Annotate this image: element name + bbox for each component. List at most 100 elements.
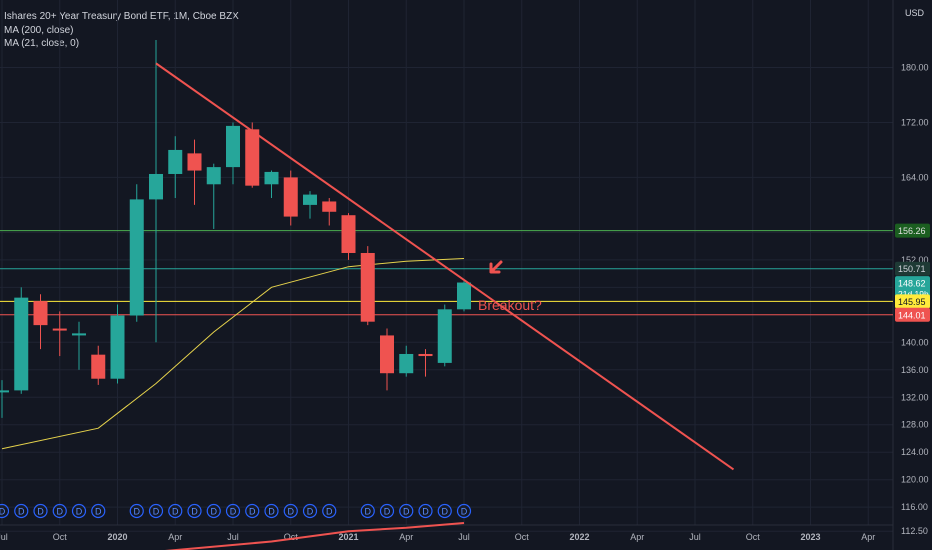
x-tick-label: Oct [746, 532, 761, 542]
candle-body [129, 199, 144, 316]
last-price-tag: 148.62 [898, 279, 926, 289]
candle-body [168, 149, 183, 174]
dividend-marker [245, 503, 260, 519]
candle-body [283, 177, 298, 217]
dividend-marker-label: D [442, 507, 449, 517]
level-tag: 144.01 [898, 310, 926, 320]
dividend-marker-label: D [230, 507, 237, 517]
dividend-marker-label: D [384, 507, 391, 517]
dividend-marker [322, 503, 337, 519]
dividend-marker [129, 503, 144, 519]
x-tick-label: Apr [861, 532, 875, 542]
x-tick-label: Jul [458, 532, 470, 542]
y-tick-label: 128.00 [901, 420, 929, 430]
dividend-marker-label: D [307, 507, 314, 517]
dividend-marker-label: D [172, 507, 179, 517]
dividend-marker-label: D [37, 507, 44, 517]
dividend-marker [33, 503, 48, 519]
legend-ma21[interactable]: MA (21, close, 0) [4, 38, 80, 49]
y-tick-label: 136.00 [901, 365, 929, 375]
dividend-marker [206, 503, 221, 519]
dividend-marker [379, 503, 395, 519]
resistance-trendline [155, 62, 735, 471]
arrow-icon [489, 260, 503, 274]
dividend-marker-label: D [461, 507, 468, 517]
candle-body [437, 309, 452, 363]
x-tick-label: Oct [515, 532, 530, 542]
dividend-marker [399, 503, 414, 519]
candle-body [187, 153, 202, 171]
dividend-marker [418, 503, 433, 519]
x-tick-label: 2023 [800, 532, 820, 542]
level-tag-bg [895, 294, 930, 309]
dividend-marker-label: D [134, 507, 141, 517]
level-tag-bg [895, 261, 930, 276]
dividend-marker-label: D [57, 507, 64, 517]
candle-body [52, 328, 67, 331]
dividend-marker-label: D [422, 507, 429, 517]
y-tick-label: 132.00 [901, 392, 929, 402]
dividend-marker-label: D [211, 507, 218, 517]
candle-body [399, 353, 414, 374]
y-tick-label: 124.00 [901, 447, 929, 457]
y-tick-label: 112.50 [901, 526, 928, 536]
x-tick-label: Apr [630, 532, 644, 542]
dividend-marker [360, 503, 375, 519]
candle-body [303, 194, 317, 205]
candle-body [245, 129, 260, 186]
x-tick-label: Apr [399, 532, 413, 542]
x-tick-label: Oct [53, 532, 68, 542]
dividend-marker [283, 503, 298, 519]
ma200-line [1, 258, 465, 450]
dividend-marker [148, 503, 164, 519]
x-tick-label: 2020 [107, 532, 127, 542]
x-tick-label: 2021 [338, 532, 358, 542]
dividend-marker [437, 503, 452, 519]
level-tag-bg [895, 223, 930, 238]
candle-body [14, 297, 29, 391]
dividend-marker-label: D [0, 507, 6, 517]
dividend-marker [302, 503, 318, 519]
dividend-marker [264, 503, 279, 519]
x-tick-label: Jul [0, 532, 8, 542]
dividend-marker-label: D [249, 507, 256, 517]
currency-label[interactable]: USD [904, 8, 924, 18]
y-tick-label: 116.00 [901, 502, 928, 512]
legend-title[interactable]: Ishares 20+ Year Treasury Bond ETF, 1M, … [4, 11, 239, 22]
y-tick-label: 164.00 [901, 172, 929, 182]
dividend-marker-label: D [288, 507, 295, 517]
legend-ma200[interactable]: MA (200, close) [4, 24, 74, 36]
candle-body [149, 173, 163, 200]
dividend-marker [0, 503, 10, 519]
level-tag-bg [895, 307, 930, 322]
dividend-marker-label: D [95, 507, 102, 517]
candle-body [360, 252, 375, 322]
dividend-marker [52, 503, 67, 519]
dividend-marker-label: D [76, 507, 83, 517]
candle-body [206, 167, 221, 185]
candle-body [322, 201, 337, 212]
dividend-marker [14, 503, 29, 519]
dividend-marker-label: D [365, 507, 372, 517]
y-tick-label: 152.00 [901, 255, 929, 265]
candle-body [110, 315, 125, 379]
dividend-marker [91, 503, 106, 519]
y-tick-label: 120.00 [901, 475, 929, 485]
level-tag: 145.95 [898, 297, 926, 307]
x-tick-label: Jul [227, 532, 239, 542]
annotation-text: Breakout? [478, 297, 542, 313]
candle-body [341, 215, 356, 253]
x-tick-label: 2022 [569, 532, 589, 542]
x-tick-label: Oct [284, 532, 299, 542]
dividend-marker-label: D [153, 507, 160, 517]
countdown-tag: 21d 19h [898, 289, 929, 299]
y-tick-label: 140.00 [901, 337, 929, 347]
candle-body [380, 335, 394, 374]
arrow-icon-path [489, 260, 503, 274]
last-price-tag-bg [895, 276, 930, 301]
dividend-marker [225, 503, 241, 519]
candle-body [0, 390, 9, 393]
x-tick-label: Apr [168, 532, 182, 542]
dividend-marker [456, 503, 472, 519]
